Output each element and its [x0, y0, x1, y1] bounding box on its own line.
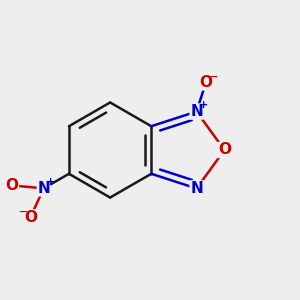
Text: N: N — [190, 104, 203, 119]
Text: −: − — [209, 72, 219, 82]
Text: O: O — [5, 178, 18, 193]
Text: N: N — [37, 181, 50, 196]
Text: +: + — [199, 100, 208, 110]
Text: O: O — [218, 142, 231, 158]
Text: +: + — [46, 177, 55, 187]
Text: N: N — [190, 181, 203, 196]
Text: O: O — [24, 210, 37, 225]
Text: −: − — [19, 207, 28, 217]
Text: O: O — [200, 75, 212, 90]
